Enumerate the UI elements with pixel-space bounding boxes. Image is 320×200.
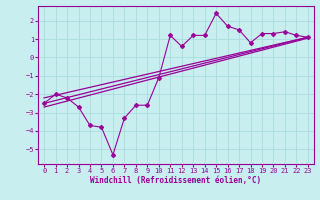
X-axis label: Windchill (Refroidissement éolien,°C): Windchill (Refroidissement éolien,°C) [91, 176, 261, 185]
